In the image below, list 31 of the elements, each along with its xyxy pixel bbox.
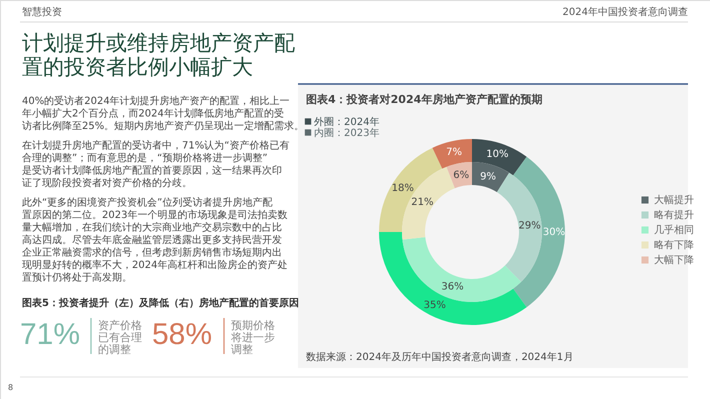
data-label: 9% — [480, 171, 496, 182]
text: 图表5：投资者提升（左）及降低（右）房地产配置的首要原因 — [22, 297, 299, 309]
legend-label: 外圈：2024年 — [314, 116, 380, 128]
text: 40%的受访者2024年计划提升房地产资产的配置，相比上一年小幅扩大2个百分点，而2024年计划降低房地产配置的受访者比例降至25%。短期内房地产资产仍呈现出一定增配需求。 — [22, 95, 304, 132]
text: 智慧投资 — [22, 6, 62, 18]
text: 2024年中国投资者意向调查 — [562, 6, 688, 18]
data-label: 18% — [392, 183, 414, 194]
text: 在计划提升房地产配置的受访者中，71%认为“资产价格已有合理的调整”；而有意思的是，“预期价格将进一步调整”是受访者计划降低房地产配置的首要原因，这一结果再次印证了现阶段投资者对资产价格的分歧。 — [22, 140, 290, 189]
data-label: 21% — [411, 196, 434, 208]
text: 8 — [8, 383, 14, 392]
legend-label: 大幅下降 — [654, 254, 694, 266]
legend-label: 略有下降 — [654, 239, 694, 251]
text: 资产价格已有合理的调整 — [98, 319, 142, 356]
chart-title: 图表4：投资者对2024年房地产资产配置的预期 — [306, 93, 542, 106]
data-label: 30% — [542, 227, 566, 238]
data-label: 6% — [453, 170, 470, 182]
legend-label: 略有提升 — [654, 209, 694, 221]
source-note: 数据来源：2024年及历年中国投资者意向调查，2024年1月 — [306, 351, 574, 363]
text: 58% — [152, 318, 212, 351]
text: 71% — [20, 318, 80, 351]
data-label: 35% — [424, 300, 446, 312]
legend-label: 几乎相同 — [654, 224, 694, 236]
data-label: 10% — [486, 149, 508, 160]
text: 此外“更多的困境资产投资机会”位列受访者提升房地产配置原因的第二位。2023年一个明显的市场现象是司法拍卖数量大幅增加，在我们统计的大宗商业地产交易宗数中的占比高达四成。尽管去年底金融监管层透露出更多支持民营开发企业正常融资需求的信号，但考虑到新房销售市场短期内出现明显好转的概率不大，2024年高杠杆和出险房企的资产处置预计仍将处于高发期。 — [22, 196, 288, 284]
text: 计划提升或维持房地产资产配置的投资者比例小幅扩大 — [22, 31, 295, 79]
text: 预期价格将进一步调整 — [230, 319, 275, 356]
data-label: 36% — [441, 282, 464, 293]
legend-label: 内圈：2023年 — [314, 127, 380, 139]
data-label: 7% — [446, 146, 462, 158]
legend-label: 大幅提升 — [654, 194, 694, 206]
data-label: 29% — [518, 220, 541, 232]
